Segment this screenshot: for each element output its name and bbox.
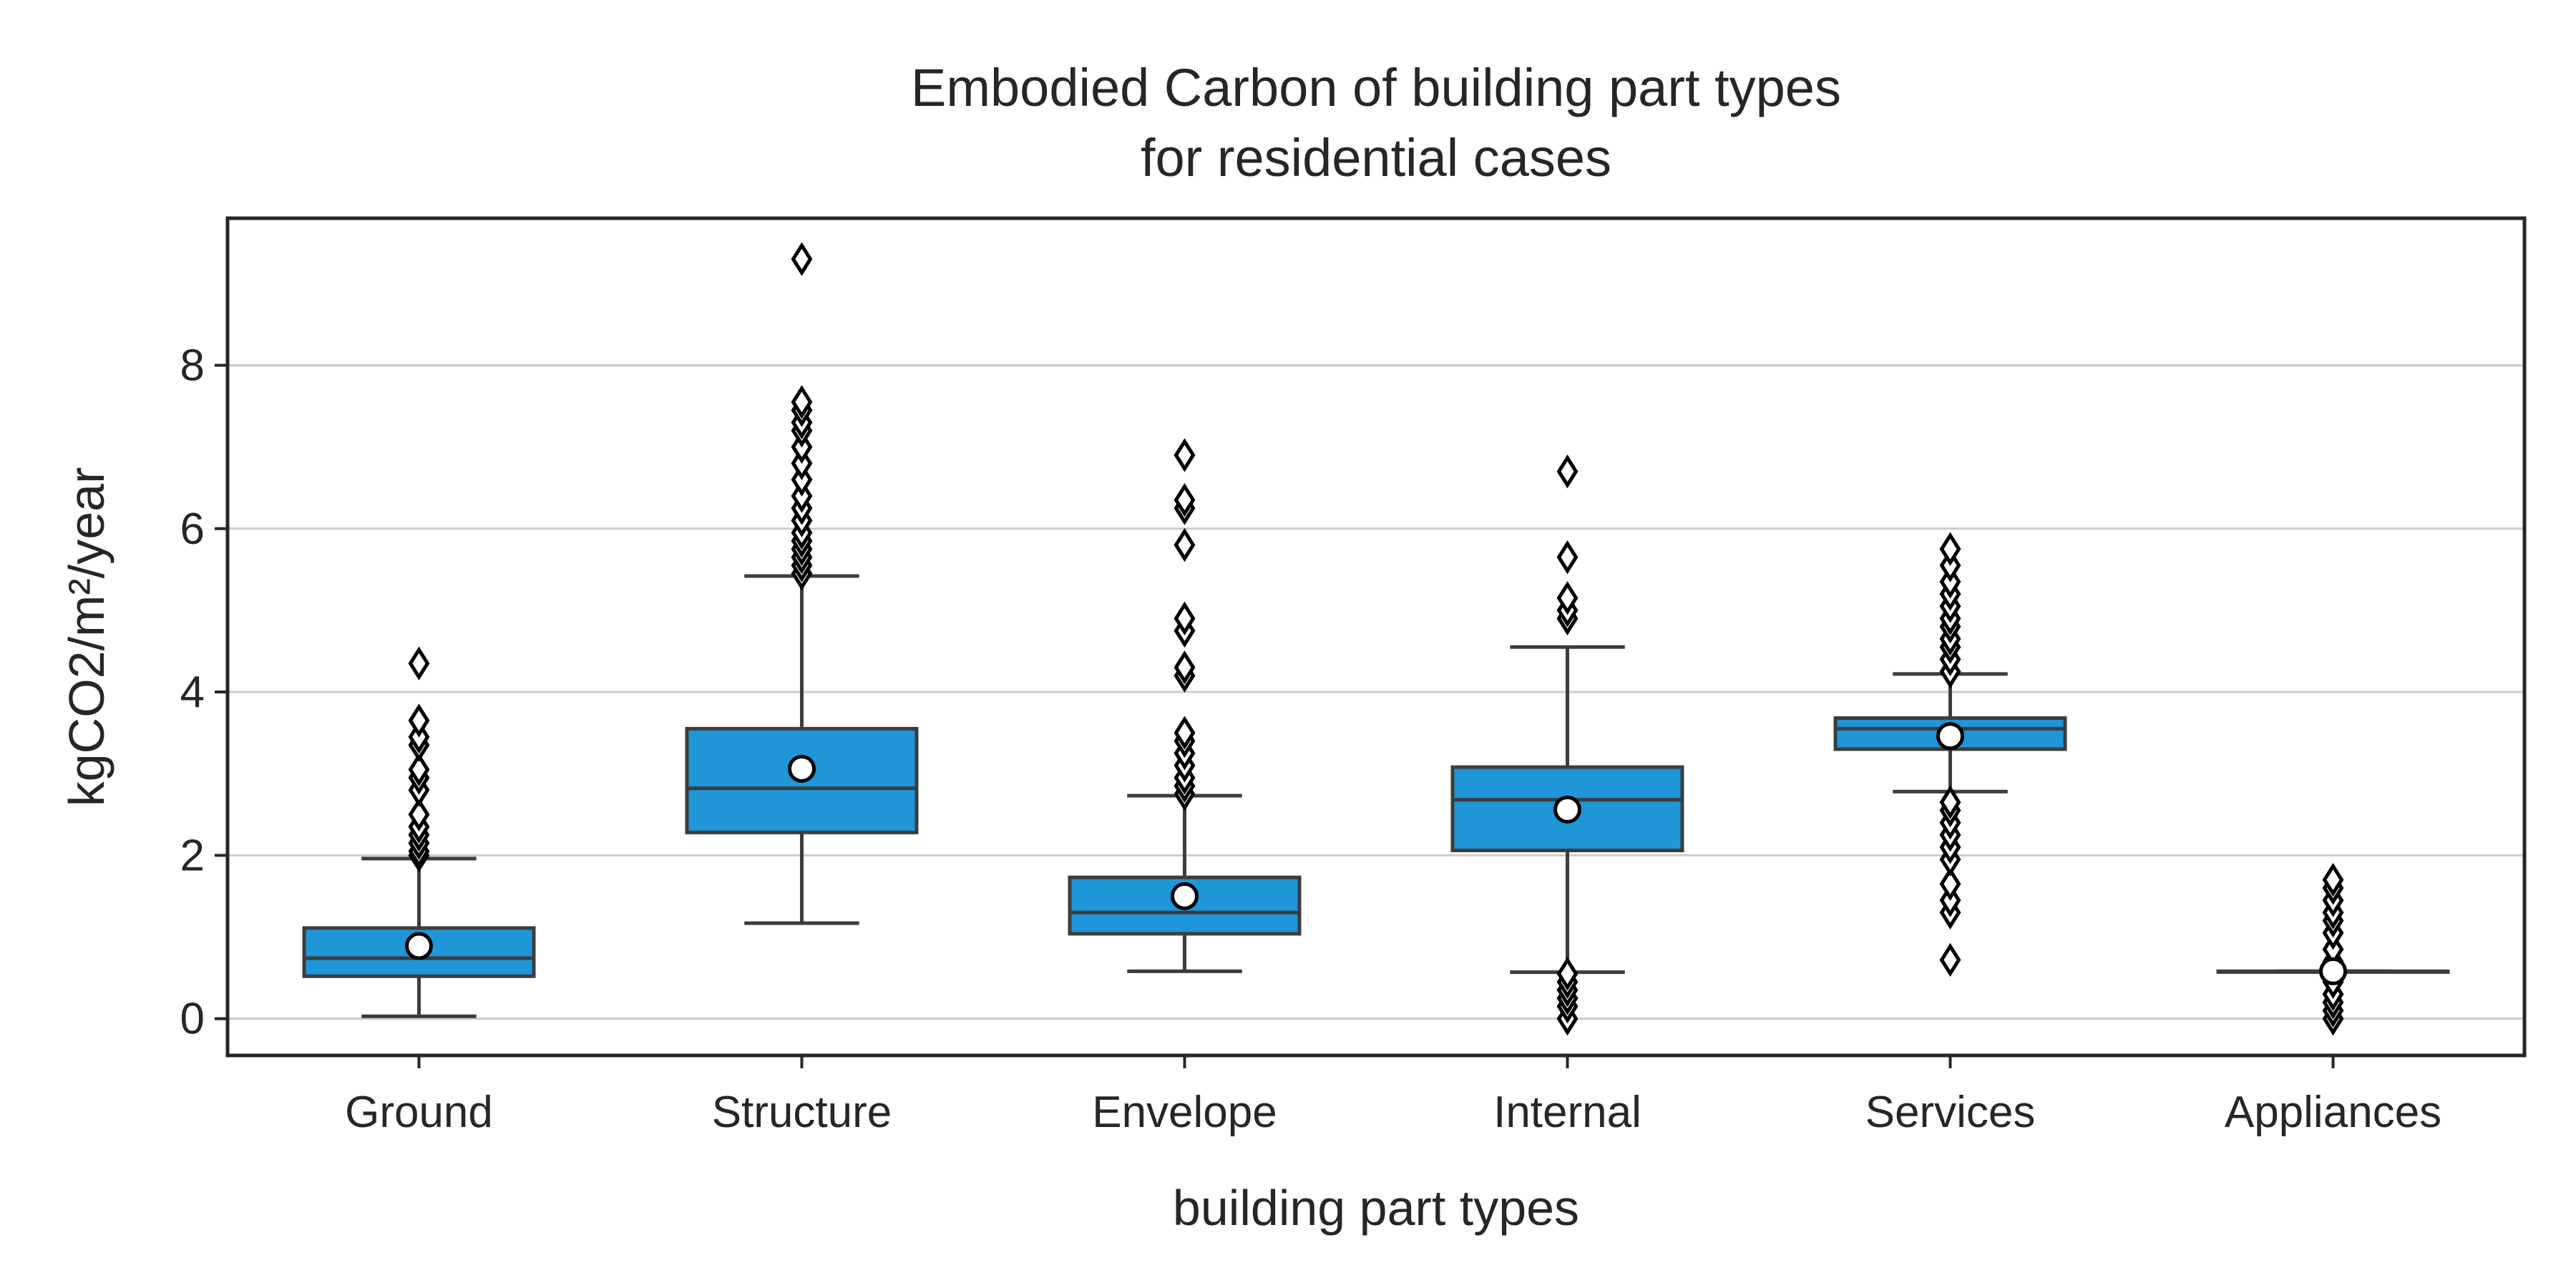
y-tick-label: 8 <box>180 341 205 390</box>
y-tick-label: 0 <box>180 995 205 1044</box>
outlier-point <box>1174 601 1196 635</box>
outlier-point <box>1174 650 1196 685</box>
x-tick-label: Structure <box>712 1088 892 1137</box>
outlier-point <box>1556 957 1579 991</box>
outlier-point <box>1174 527 1196 562</box>
outlier-point <box>2322 862 2344 897</box>
y-tick-label: 4 <box>180 668 205 717</box>
x-axis-label: building part types <box>1173 1180 1579 1236</box>
box-group-structure <box>685 242 919 925</box>
y-tick-label: 6 <box>180 504 205 554</box>
outlier-point <box>1556 581 1579 615</box>
mean-marker <box>2319 957 2347 985</box>
grid-lines <box>228 364 2524 1020</box>
x-tick-label: Internal <box>1493 1088 1641 1137</box>
mean-marker <box>788 754 816 783</box>
x-tick-label: Services <box>1865 1088 2036 1137</box>
mean-marker <box>405 932 433 960</box>
box-group-envelope <box>1068 438 1302 973</box>
y-axis-label: kgCO2/m²/year <box>59 467 114 807</box>
y-tick-label: 2 <box>180 831 205 880</box>
box-group-appliances <box>2216 862 2450 1036</box>
outlier-point <box>1939 785 1961 819</box>
outlier-point <box>408 752 430 787</box>
outlier-point <box>1174 483 1196 517</box>
outlier-point <box>1556 454 1579 489</box>
x-tick-label: Envelope <box>1092 1088 1277 1137</box>
outlier-point <box>791 242 813 276</box>
outlier-point <box>408 703 430 738</box>
outlier-point <box>1939 867 1961 901</box>
outlier-point <box>1939 532 1961 566</box>
outlier-point <box>408 797 430 831</box>
outlier-point <box>1939 942 1961 977</box>
outlier-point <box>1174 716 1196 750</box>
outlier-point <box>1174 438 1196 472</box>
axis-ticks: 0 2 4 6 8 Ground Structure Envelope Internal Serv… <box>180 341 2442 1137</box>
x-tick-label: Ground <box>345 1088 493 1137</box>
outlier-point <box>408 646 430 680</box>
outlier-point <box>1556 540 1579 575</box>
chart-title-line-1: Embodied Carbon of building part types <box>911 58 1841 117</box>
box-group-ground <box>302 646 536 1018</box>
mean-marker <box>1171 882 1199 910</box>
outlier-point <box>791 385 813 419</box>
mean-marker <box>1553 795 1581 824</box>
box-plots <box>302 242 2450 1036</box>
box-group-services <box>1833 532 2067 977</box>
mean-marker <box>1936 722 1964 751</box>
chart-title-line-2: for residential cases <box>1141 128 1611 187</box>
plot-frame <box>225 216 2527 1058</box>
box-group-internal <box>1450 454 1684 1036</box>
x-tick-label: Appliances <box>2225 1088 2441 1137</box>
